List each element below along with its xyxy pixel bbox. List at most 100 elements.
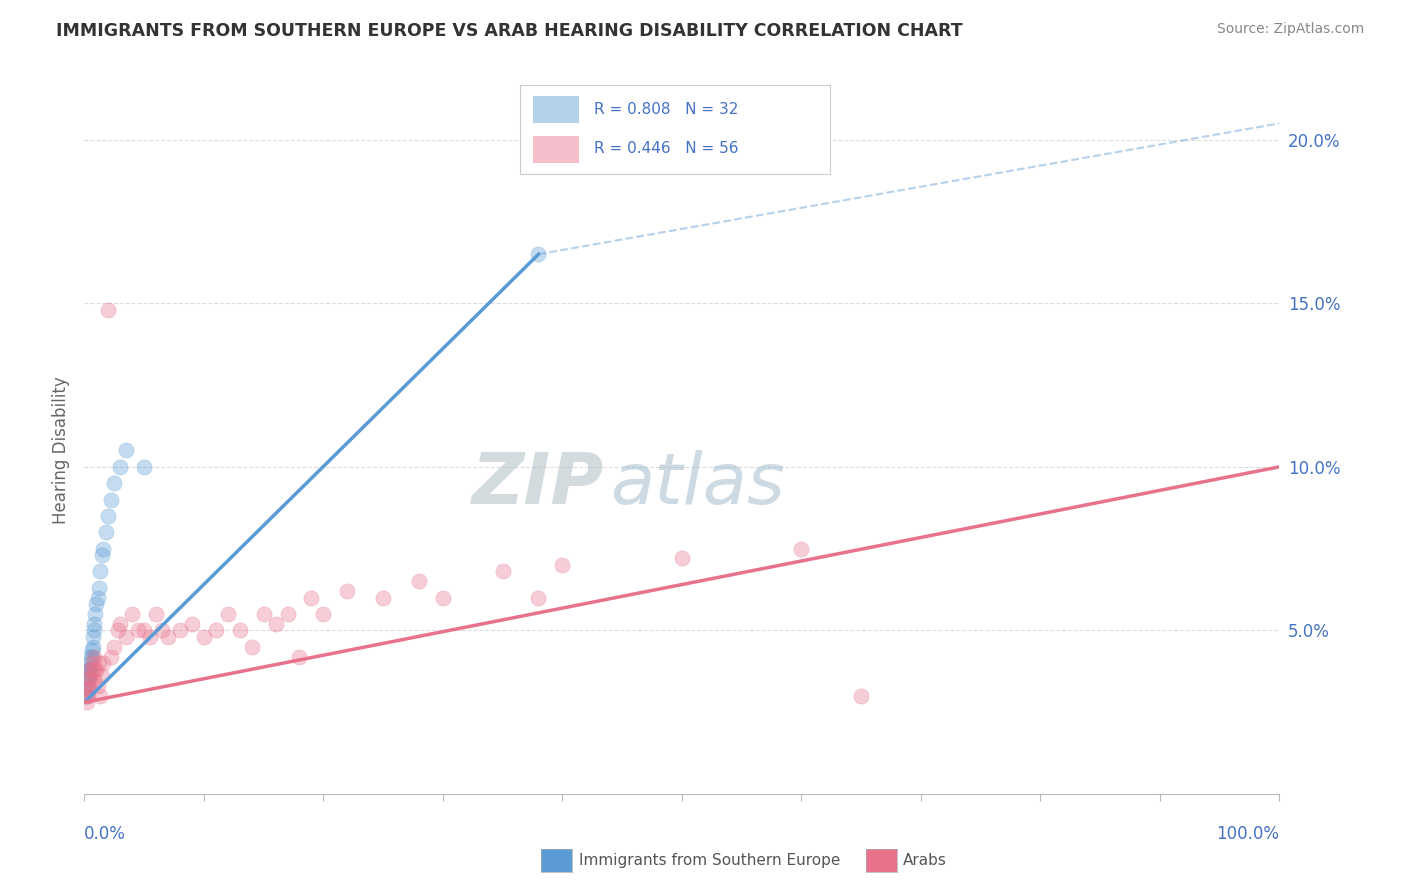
Point: [145, 607, 167, 621]
Text: 100.0%: 100.0%: [1216, 825, 1279, 843]
Point: [79, 649, 101, 664]
Point: [301, 591, 323, 605]
Point: [84, 663, 107, 677]
Point: [93, 541, 115, 556]
Text: atlas: atlas: [610, 450, 785, 519]
Text: ZIP: ZIP: [472, 450, 605, 519]
Point: [139, 630, 162, 644]
Point: [371, 591, 394, 605]
Point: [93, 656, 115, 670]
Point: [240, 640, 263, 654]
Point: [80, 643, 103, 657]
Point: [84, 607, 107, 621]
Point: [77, 673, 100, 687]
Point: [253, 607, 276, 621]
Point: [87, 656, 110, 670]
Point: [75, 689, 97, 703]
Point: [89, 565, 111, 579]
Point: [79, 673, 101, 687]
Text: IMMIGRANTS FROM SOUTHERN EUROPE VS ARAB HEARING DISABILITY CORRELATION CHART: IMMIGRANTS FROM SOUTHERN EUROPE VS ARAB …: [56, 22, 963, 40]
Point: [82, 630, 104, 644]
Point: [193, 630, 215, 644]
Point: [77, 663, 100, 677]
Point: [217, 607, 239, 621]
Point: [312, 607, 335, 621]
Point: [157, 630, 180, 644]
Point: [76, 689, 98, 703]
Point: [103, 640, 125, 654]
Point: [80, 649, 103, 664]
Point: [100, 649, 122, 664]
Point: [86, 591, 108, 605]
Point: [849, 689, 872, 703]
Point: [84, 663, 107, 677]
Point: [79, 663, 101, 677]
Point: [150, 624, 173, 638]
Point: [551, 558, 574, 572]
Point: [76, 673, 98, 687]
Point: [228, 624, 252, 638]
Point: [87, 581, 110, 595]
Point: [288, 649, 311, 664]
Point: [790, 541, 813, 556]
Point: [77, 673, 100, 687]
Point: [97, 302, 120, 317]
Text: Immigrants from Southern Europe: Immigrants from Southern Europe: [579, 854, 841, 868]
Point: [77, 663, 100, 677]
Point: [77, 669, 100, 683]
Point: [121, 607, 143, 621]
Point: [492, 565, 515, 579]
Point: [82, 640, 104, 654]
Point: [115, 630, 138, 644]
Point: [264, 616, 287, 631]
Point: [671, 551, 693, 566]
Point: [91, 548, 114, 562]
Point: [94, 525, 117, 540]
Point: [107, 624, 129, 638]
Point: [276, 607, 298, 621]
Point: [77, 689, 100, 703]
Point: [100, 492, 122, 507]
Point: [132, 624, 156, 638]
Text: 0.0%: 0.0%: [84, 825, 127, 843]
Point: [80, 663, 103, 677]
Point: [432, 591, 454, 605]
Point: [169, 624, 191, 638]
Point: [77, 682, 100, 697]
Point: [79, 656, 101, 670]
Point: [76, 695, 98, 709]
Point: [83, 624, 105, 638]
Point: [205, 624, 228, 638]
Text: R = 0.446   N = 56: R = 0.446 N = 56: [595, 141, 740, 156]
Point: [76, 682, 98, 697]
Point: [115, 443, 138, 458]
Point: [86, 679, 108, 693]
Point: [180, 616, 202, 631]
Point: [97, 508, 120, 523]
Point: [89, 689, 111, 703]
FancyBboxPatch shape: [533, 136, 579, 163]
Point: [83, 616, 105, 631]
Point: [77, 682, 100, 697]
Point: [110, 459, 132, 474]
Point: [408, 574, 430, 589]
Point: [527, 591, 550, 605]
Text: Source: ZipAtlas.com: Source: ZipAtlas.com: [1216, 22, 1364, 37]
Point: [79, 679, 101, 693]
Point: [91, 669, 114, 683]
Point: [527, 247, 550, 261]
Point: [83, 673, 105, 687]
Point: [110, 616, 132, 631]
Point: [82, 656, 104, 670]
Point: [103, 476, 125, 491]
Point: [336, 584, 359, 599]
Y-axis label: Hearing Disability: Hearing Disability: [52, 376, 70, 524]
Text: Arabs: Arabs: [903, 854, 946, 868]
Text: R = 0.808   N = 32: R = 0.808 N = 32: [595, 102, 738, 117]
Point: [75, 679, 97, 693]
Point: [127, 624, 149, 638]
FancyBboxPatch shape: [533, 96, 579, 123]
Point: [83, 649, 105, 664]
Point: [132, 459, 156, 474]
Point: [84, 597, 107, 611]
